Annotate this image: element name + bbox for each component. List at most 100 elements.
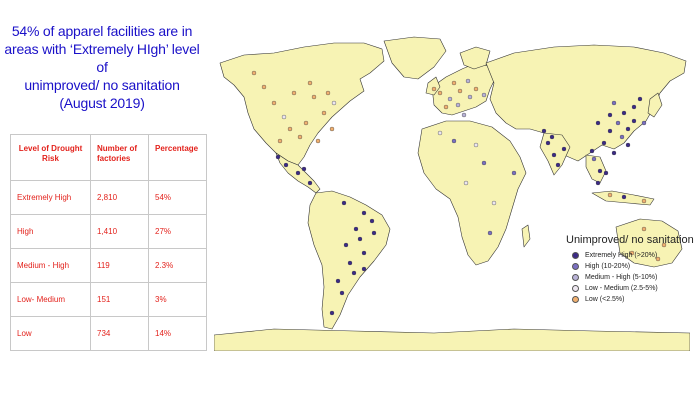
greenland bbox=[383, 36, 447, 80]
factory-dot bbox=[511, 170, 517, 176]
factory-dot bbox=[595, 180, 601, 186]
factory-dot bbox=[271, 100, 277, 106]
factory-dot bbox=[295, 170, 301, 176]
cell-count: 151 bbox=[90, 282, 149, 317]
cell-percentage: 2.3% bbox=[148, 248, 207, 283]
factory-dot bbox=[619, 134, 625, 140]
legend-swatch bbox=[572, 263, 579, 270]
factory-dot bbox=[621, 194, 627, 200]
factory-dot bbox=[589, 148, 595, 154]
factory-dot bbox=[455, 102, 461, 108]
factory-dot bbox=[451, 138, 457, 144]
factory-dot bbox=[283, 162, 289, 168]
factory-dot bbox=[361, 250, 367, 256]
cell-percentage: 27% bbox=[148, 214, 207, 249]
factory-dot bbox=[431, 86, 437, 92]
cell-percentage: 54% bbox=[148, 180, 207, 215]
factory-dot bbox=[443, 104, 449, 110]
factory-dot bbox=[465, 78, 471, 84]
factory-dot bbox=[591, 156, 597, 162]
factory-dot bbox=[637, 96, 643, 102]
cell-count: 2,810 bbox=[90, 180, 149, 215]
factory-dot bbox=[625, 142, 631, 148]
legend-label: Medium - High (5-10%) bbox=[585, 274, 658, 281]
factory-dot bbox=[437, 130, 443, 136]
cell-level: Extremely High bbox=[10, 180, 91, 215]
table-row: High 1,410 27% bbox=[10, 214, 207, 249]
factory-dot bbox=[467, 94, 473, 100]
cell-level: High bbox=[10, 214, 91, 249]
factory-dot bbox=[641, 120, 647, 126]
asia bbox=[485, 44, 687, 162]
factory-dot bbox=[329, 310, 335, 316]
headline-line-3: unimproved/ no sanitation bbox=[24, 77, 180, 93]
factory-dot bbox=[325, 90, 331, 96]
factory-dot bbox=[473, 86, 479, 92]
madagascar bbox=[521, 224, 531, 248]
legend-label: Low (<2.5%) bbox=[585, 296, 625, 303]
landmasses bbox=[214, 36, 690, 351]
factory-dot bbox=[463, 180, 469, 186]
factory-dot bbox=[641, 226, 647, 232]
factory-dot bbox=[301, 166, 307, 172]
headline-line-2: areas with ‘Extremely HIgh’ level of bbox=[4, 41, 200, 75]
factory-dot bbox=[291, 90, 297, 96]
factory-dot bbox=[353, 226, 359, 232]
factory-dot bbox=[287, 126, 293, 132]
factory-dot bbox=[491, 200, 497, 206]
factory-dot bbox=[281, 114, 287, 120]
legend-label: High (10-20%) bbox=[585, 263, 631, 270]
factory-dot bbox=[487, 230, 493, 236]
factory-dot bbox=[343, 242, 349, 248]
legend-item: Medium - High (5-10%) bbox=[572, 272, 690, 283]
south-america bbox=[307, 190, 391, 330]
factory-dot bbox=[297, 134, 303, 140]
factory-dot bbox=[481, 160, 487, 166]
headline-line-1: 54% of apparel facilities are in bbox=[11, 23, 193, 39]
factory-dot bbox=[335, 278, 341, 284]
japan bbox=[647, 92, 663, 118]
factory-dot bbox=[607, 112, 613, 118]
factory-dot bbox=[447, 96, 453, 102]
factory-dot bbox=[461, 112, 467, 118]
factory-dot bbox=[351, 270, 357, 276]
factory-dot bbox=[371, 230, 377, 236]
factory-dot bbox=[329, 126, 335, 132]
legend-swatch bbox=[572, 274, 579, 281]
factory-dot bbox=[303, 120, 309, 126]
factory-dot bbox=[339, 290, 345, 296]
factory-dot bbox=[603, 170, 609, 176]
factory-dot bbox=[615, 120, 621, 126]
header-count: Number of factories bbox=[90, 134, 149, 181]
headline-line-4: (August 2019) bbox=[59, 95, 145, 111]
legend-label: Low - Medium (2.5-5%) bbox=[585, 285, 658, 292]
factory-dot bbox=[275, 154, 281, 160]
cell-level: Medium - High bbox=[10, 248, 91, 283]
risk-table: Level of Drought Risk Number of factorie… bbox=[10, 134, 207, 351]
factory-dot bbox=[361, 210, 367, 216]
factory-dot bbox=[311, 94, 317, 100]
factory-dot bbox=[597, 168, 603, 174]
factory-dot bbox=[251, 70, 257, 76]
factory-dot bbox=[555, 162, 561, 168]
factory-dot bbox=[655, 256, 661, 262]
table-row: Extremely High 2,810 54% bbox=[10, 180, 207, 215]
factory-dot bbox=[437, 90, 443, 96]
factory-dot bbox=[607, 128, 613, 134]
legend-item: High (10-20%) bbox=[572, 261, 690, 272]
factory-dot bbox=[361, 266, 367, 272]
factory-dot bbox=[331, 100, 337, 106]
factory-dot bbox=[561, 146, 567, 152]
factory-dot bbox=[347, 260, 353, 266]
europe bbox=[431, 62, 497, 116]
scandinavia bbox=[459, 46, 491, 70]
legend-item: Low - Medium (2.5-5%) bbox=[572, 283, 690, 294]
legend-item: Extremely High (>20%) bbox=[572, 250, 690, 261]
factory-dot bbox=[545, 140, 551, 146]
world-map-svg[interactable] bbox=[214, 33, 690, 351]
factory-dot bbox=[307, 80, 313, 86]
world-map[interactable] bbox=[214, 33, 690, 351]
cell-percentage: 3% bbox=[148, 282, 207, 317]
legend-label: Extremely High (>20%) bbox=[585, 252, 658, 259]
factory-dot bbox=[625, 126, 631, 132]
